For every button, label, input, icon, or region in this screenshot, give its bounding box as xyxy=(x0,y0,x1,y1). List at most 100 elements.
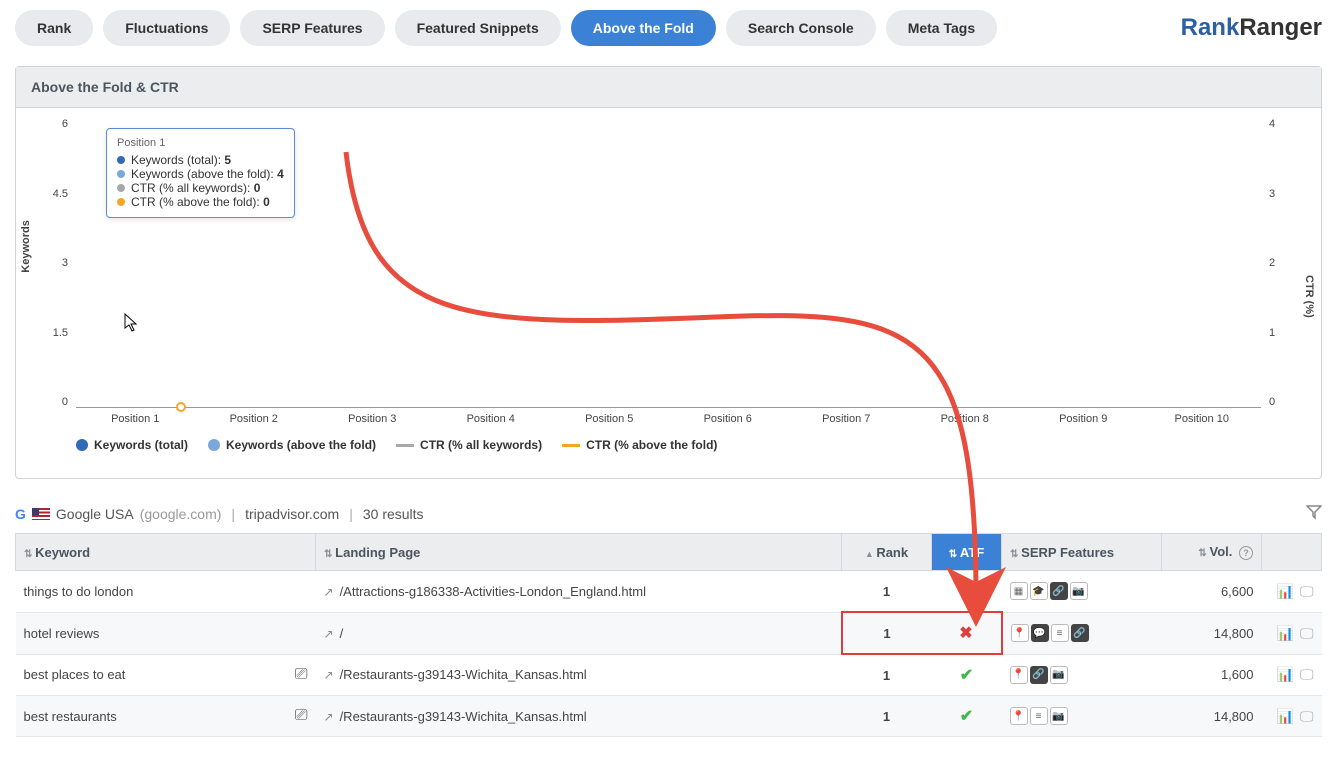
y-ticks-right: 43210 xyxy=(1269,118,1291,408)
x-label: Position 6 xyxy=(669,413,788,425)
tab-serp-features[interactable]: SERP Features xyxy=(240,10,384,46)
panel-title: Above the Fold & CTR xyxy=(16,67,1321,108)
tab-meta-tags[interactable]: Meta Tags xyxy=(886,10,997,46)
cell-serp-features: 📍≡📷 xyxy=(1002,696,1162,737)
legend-item[interactable]: CTR (% above the fold) xyxy=(562,438,717,452)
monitor-icon[interactable]: 🖵 xyxy=(1300,583,1314,600)
x-label: Position 8 xyxy=(906,413,1025,425)
serp-feature-icon[interactable]: 📍 xyxy=(1010,707,1028,725)
serp-feature-icon[interactable]: 📍 xyxy=(1010,666,1028,684)
tab-fluctuations[interactable]: Fluctuations xyxy=(103,10,230,46)
cell-atf: ✔ xyxy=(932,654,1002,696)
google-icon: G xyxy=(15,506,26,522)
top-nav: Rank Fluctuations SERP Features Featured Sn… xyxy=(0,0,1337,56)
legend-item[interactable]: Keywords (above the fold) xyxy=(208,438,376,452)
col-landing[interactable]: Landing Page xyxy=(316,534,842,571)
filter-icon[interactable] xyxy=(1306,504,1322,523)
cross-icon: ✖ xyxy=(959,625,972,642)
result-count: 30 results xyxy=(363,506,424,522)
device-icon: ⎚ xyxy=(295,707,308,725)
tab-search-console[interactable]: Search Console xyxy=(726,10,876,46)
col-rank[interactable]: Rank xyxy=(842,534,932,571)
chart-icon[interactable]: 📊 xyxy=(1277,666,1294,683)
us-flag-icon xyxy=(32,508,50,520)
external-link-icon[interactable]: ↗ xyxy=(324,668,334,682)
cell-rank: 1 xyxy=(842,571,932,613)
tab-rank[interactable]: Rank xyxy=(15,10,93,46)
legend-item[interactable]: CTR (% all keywords) xyxy=(396,438,542,452)
chart-area: Keywords CTR (%) 64.531.50 43210 Positio… xyxy=(16,108,1321,478)
monitor-icon[interactable]: 🖵 xyxy=(1300,666,1314,683)
col-keyword[interactable]: Keyword xyxy=(16,534,316,571)
tooltip-title: Position 1 xyxy=(117,137,284,149)
tooltip-row: Keywords (total): 5 xyxy=(117,153,284,167)
serp-feature-icon[interactable]: ≡ xyxy=(1030,707,1048,725)
x-label: Position 4 xyxy=(432,413,551,425)
help-icon[interactable]: ? xyxy=(1239,546,1253,560)
cell-keyword: hotel reviews xyxy=(16,612,316,654)
cell-atf: ✔ xyxy=(932,696,1002,737)
serp-feature-icon[interactable]: 📷 xyxy=(1070,582,1088,600)
serp-feature-icon[interactable]: 🔗 xyxy=(1050,582,1068,600)
serp-feature-icon[interactable]: 🔗 xyxy=(1071,624,1089,642)
table-row[interactable]: things to do london↗/Attractions-g186338… xyxy=(16,571,1322,613)
serp-feature-icon[interactable]: 💬 xyxy=(1031,624,1049,642)
search-engine: Google USA xyxy=(56,506,134,522)
col-vol[interactable]: Vol. ? xyxy=(1162,534,1262,571)
cell-serp-features: 📍🔗📷 xyxy=(1002,654,1162,696)
cell-rank: 1 xyxy=(842,654,932,696)
external-link-icon[interactable]: ↗ xyxy=(324,627,334,641)
cell-volume: 6,600 xyxy=(1162,571,1262,613)
monitor-icon[interactable]: 🖵 xyxy=(1300,708,1314,725)
chart-tooltip: Position 1 Keywords (total): 5Keywords (… xyxy=(106,128,295,218)
logo: RankRanger xyxy=(1181,14,1322,42)
serp-feature-icon[interactable]: 📷 xyxy=(1050,666,1068,684)
chart-icon[interactable]: 📊 xyxy=(1277,708,1294,725)
external-link-icon[interactable]: ↗ xyxy=(324,585,334,599)
col-serp[interactable]: SERP Features xyxy=(1002,534,1162,571)
tab-featured-snippets[interactable]: Featured Snippets xyxy=(395,10,561,46)
cell-actions: 📊🖵 xyxy=(1262,612,1322,654)
tab-above-the-fold[interactable]: Above the Fold xyxy=(571,10,716,46)
serp-feature-icon[interactable]: ≡ xyxy=(1051,624,1069,642)
x-label: Position 1 xyxy=(76,413,195,425)
serp-feature-icon[interactable]: 🔗 xyxy=(1030,666,1048,684)
external-link-icon[interactable]: ↗ xyxy=(324,710,334,724)
serp-feature-icon[interactable]: ▦ xyxy=(1010,582,1028,600)
table-row[interactable]: best places to eat⎚↗/Restaurants-g39143-… xyxy=(16,654,1322,696)
legend-item[interactable]: Keywords (total) xyxy=(76,438,188,452)
x-label: Position 10 xyxy=(1143,413,1262,425)
cell-volume: 14,800 xyxy=(1162,696,1262,737)
y-ticks-left: 64.531.50 xyxy=(46,118,68,408)
cell-landing[interactable]: ↗/Restaurants-g39143-Wichita_Kansas.html xyxy=(316,654,842,696)
cell-actions: 📊🖵 xyxy=(1262,654,1322,696)
serp-feature-icon[interactable]: 🎓 xyxy=(1030,582,1048,600)
chart-icon[interactable]: 📊 xyxy=(1277,583,1294,600)
col-atf[interactable]: ATF xyxy=(932,534,1002,571)
cell-landing[interactable]: ↗/ xyxy=(316,612,842,654)
monitor-icon[interactable]: 🖵 xyxy=(1300,625,1314,642)
x-label: Position 9 xyxy=(1024,413,1143,425)
cell-actions: 📊🖵 xyxy=(1262,571,1322,613)
chart-icon[interactable]: 📊 xyxy=(1277,625,1294,642)
check-icon: ✔ xyxy=(960,708,973,725)
x-label: Position 5 xyxy=(550,413,669,425)
cell-landing[interactable]: ↗/Attractions-g186338-Activities-London_… xyxy=(316,571,842,613)
chart-panel: Above the Fold & CTR Keywords CTR (%) 64… xyxy=(15,66,1322,479)
serp-feature-icon[interactable]: 📷 xyxy=(1050,707,1068,725)
table-row[interactable]: hotel reviews↗/1✖📍💬≡🔗14,800📊🖵 xyxy=(16,612,1322,654)
y-axis-left-label: Keywords xyxy=(20,220,32,273)
cell-actions: 📊🖵 xyxy=(1262,696,1322,737)
col-actions xyxy=(1262,534,1322,571)
x-axis-labels: Position 1Position 2Position 3Position 4… xyxy=(76,413,1261,425)
check-icon: ✔ xyxy=(960,583,973,600)
table-row[interactable]: best restaurants⎚↗/Restaurants-g39143-Wi… xyxy=(16,696,1322,737)
serp-feature-icon[interactable]: 📍 xyxy=(1011,624,1029,642)
x-label: Position 7 xyxy=(787,413,906,425)
check-icon: ✔ xyxy=(960,667,973,684)
cell-volume: 14,800 xyxy=(1162,612,1262,654)
x-label: Position 3 xyxy=(313,413,432,425)
chart-legend: Keywords (total) Keywords (above the fold… xyxy=(76,438,1261,452)
results-section: G Google USA (google.com) | tripadvisor.… xyxy=(15,494,1322,737)
cell-landing[interactable]: ↗/Restaurants-g39143-Wichita_Kansas.html xyxy=(316,696,842,737)
